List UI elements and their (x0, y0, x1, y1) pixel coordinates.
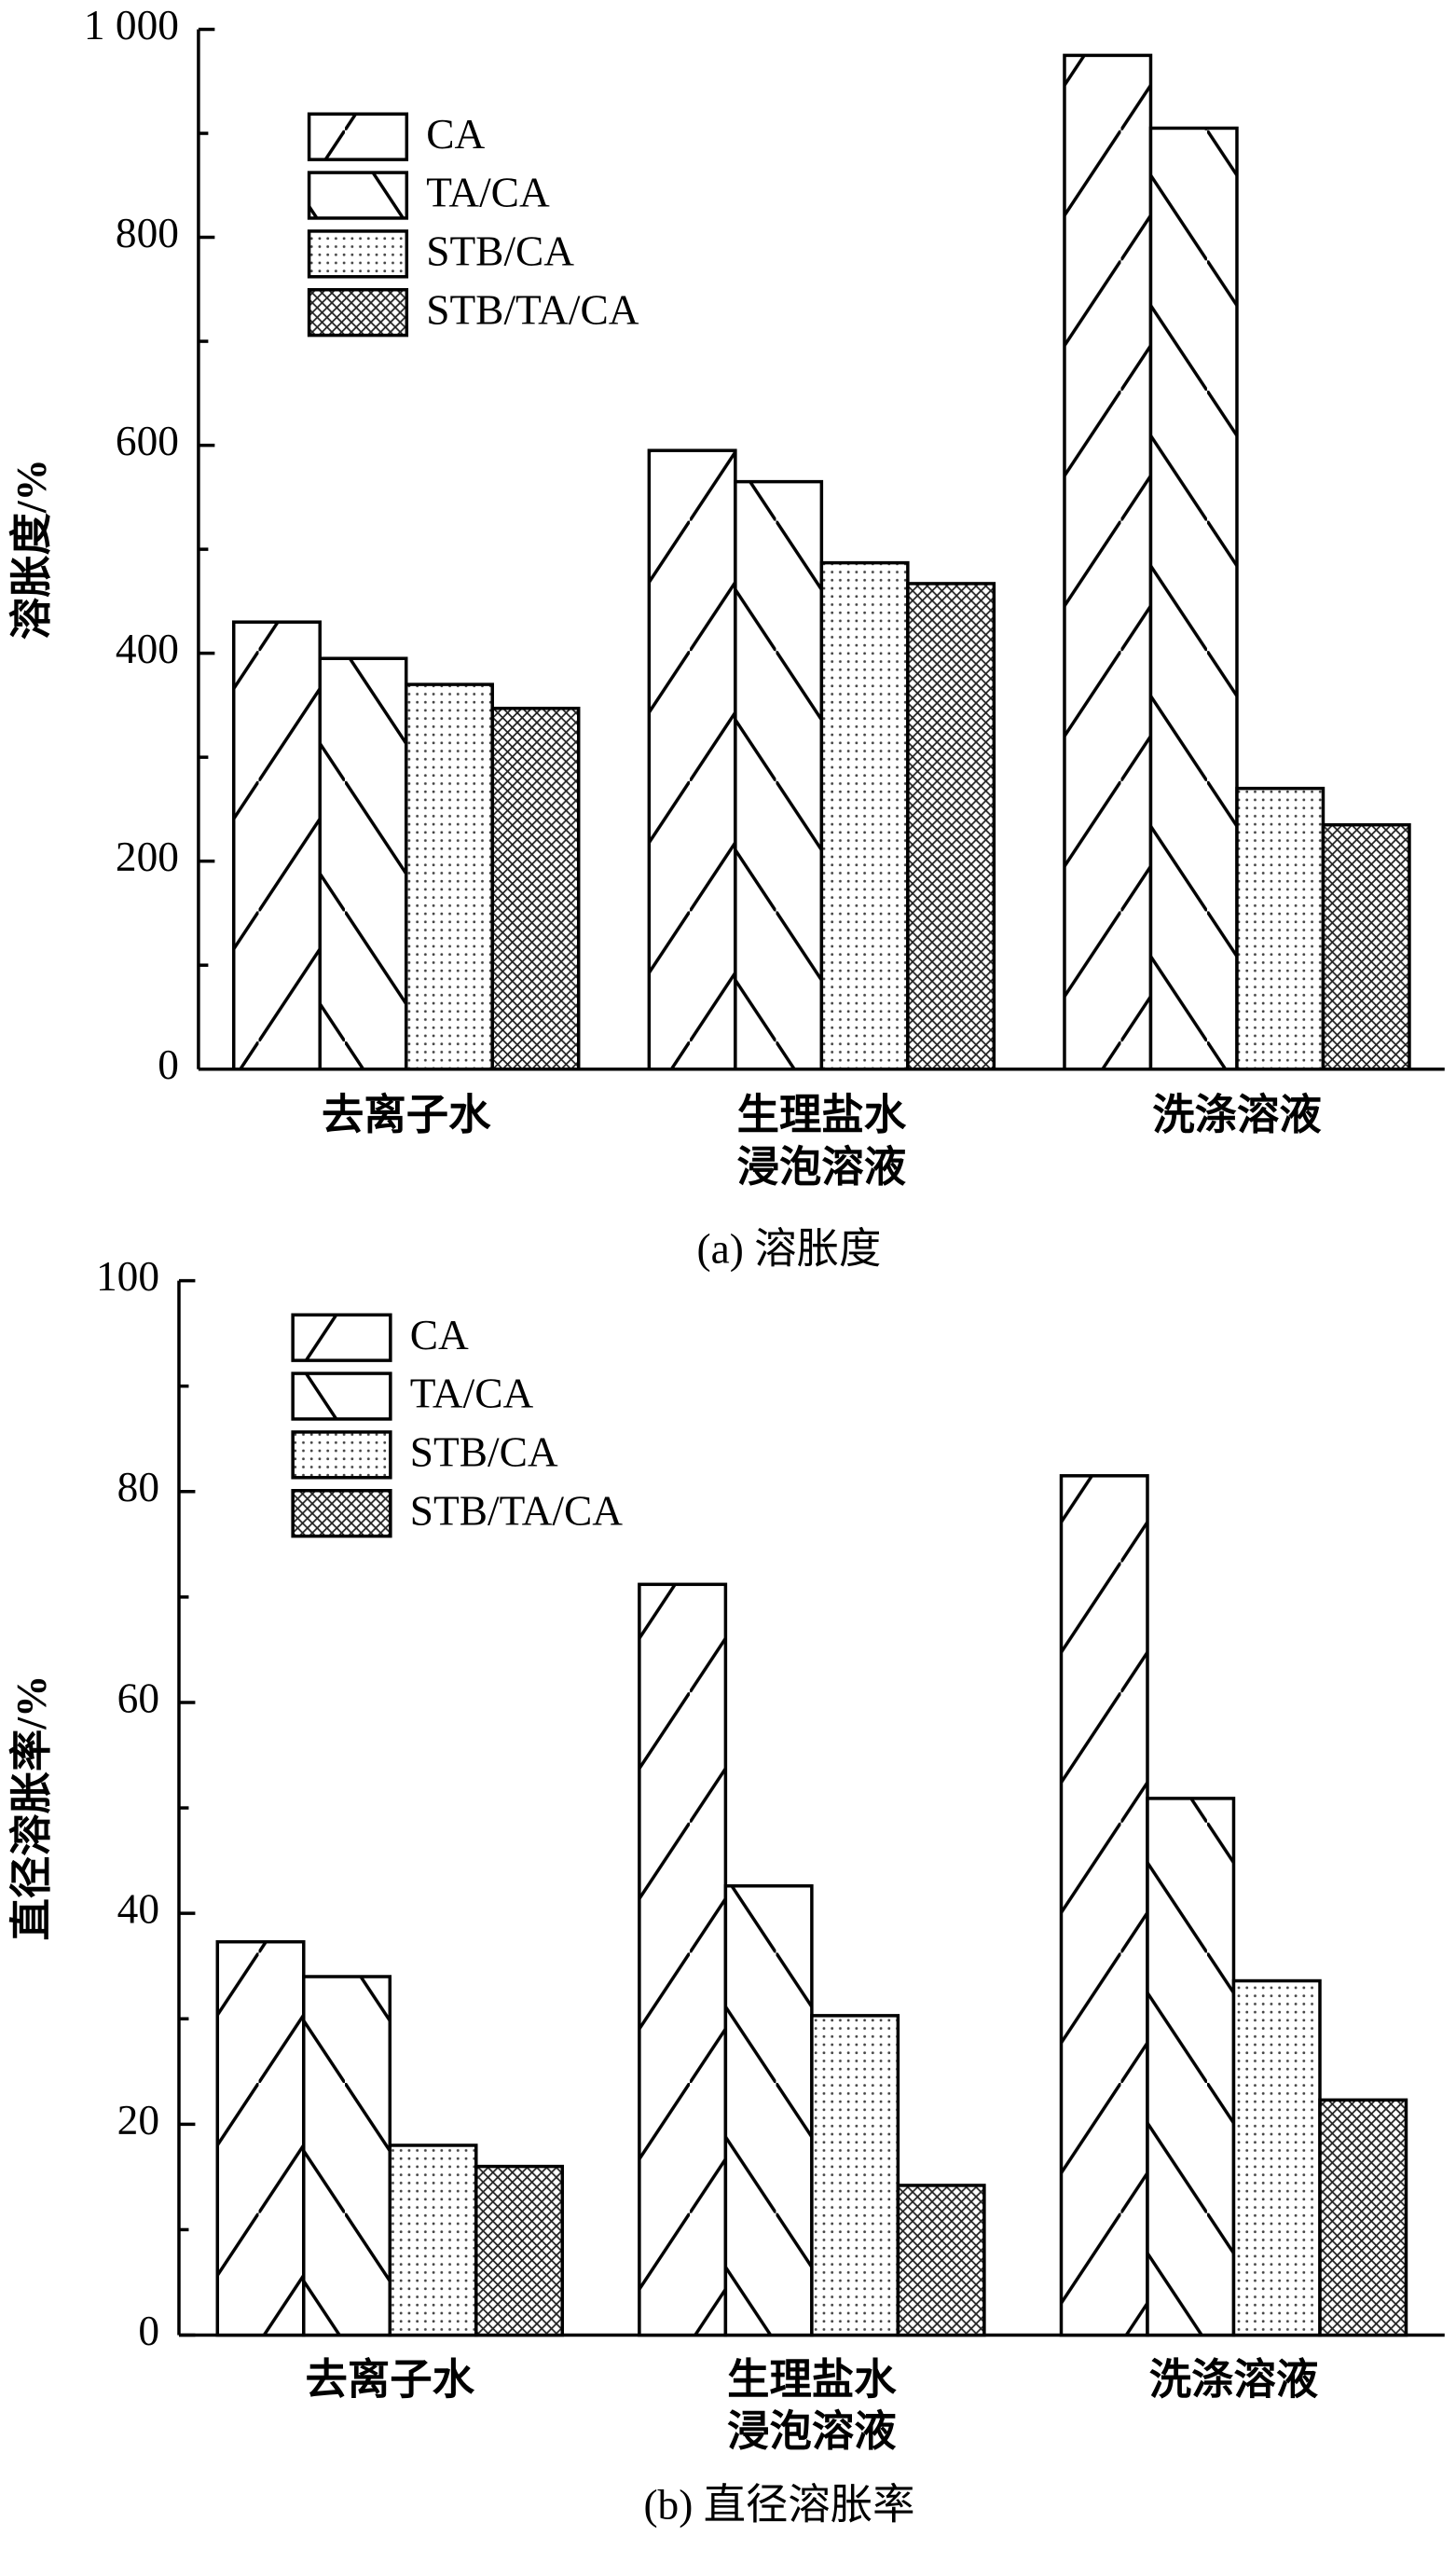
bar (1148, 126, 1239, 1071)
x-tick-label: 浸泡溶液 (727, 2408, 897, 2455)
legend-swatch (291, 1489, 392, 1538)
legend-label: STB/TA/CA (410, 1487, 623, 1534)
bar (734, 479, 824, 1071)
legend-label: STB/CA (410, 1429, 558, 1476)
bar (1059, 1474, 1149, 2337)
y-tick-label: 400 (116, 626, 179, 672)
bar (810, 2014, 900, 2337)
x-tick-label: 生理盐水 (727, 2356, 897, 2403)
x-tick-label: 浸泡溶液 (737, 1144, 907, 1191)
legend-swatch (307, 229, 409, 279)
y-tick-label: 1 000 (84, 2, 179, 48)
y-tick-label: 200 (116, 834, 179, 880)
legend-swatch (291, 1313, 392, 1362)
chart-title: (a) 溶胀度 (697, 1225, 882, 1272)
y-tick-label: 100 (96, 1253, 159, 1300)
y-tick-label: 20 (117, 2097, 159, 2143)
legend-swatch (307, 171, 409, 220)
bar (302, 1975, 392, 2337)
y-tick-label: 60 (117, 1675, 159, 1721)
bar (638, 1582, 728, 2337)
legend-label: STB/CA (426, 228, 574, 275)
bar (490, 707, 581, 1071)
y-tick-label: 800 (116, 210, 179, 256)
bar (1063, 53, 1153, 1071)
y-tick-label: 0 (158, 1041, 179, 1088)
bar (1321, 822, 1411, 1071)
bar (896, 2184, 986, 2337)
x-tick-label: 去离子水 (322, 1092, 491, 1138)
legend-label: TA/CA (426, 170, 550, 216)
bar (1318, 2098, 1408, 2337)
legend-label: TA/CA (410, 1371, 534, 1417)
bar (1231, 1978, 1322, 2337)
legend-swatch (291, 1430, 392, 1480)
legend-label: CA (426, 111, 485, 158)
x-tick-label: 洗涤溶液 (1152, 1092, 1322, 1138)
y-tick-label: 0 (138, 2308, 159, 2354)
x-tick-label: 洗涤溶液 (1149, 2356, 1319, 2403)
y-axis-label: 溶胀度/% (8, 459, 55, 640)
y-axis-label: 直径溶胀率/% (8, 1675, 55, 1941)
legend-label: STB/TA/CA (426, 286, 639, 333)
legend-swatch (307, 288, 409, 338)
bar (388, 2143, 478, 2337)
bar (906, 582, 996, 1071)
bar (215, 1939, 306, 2337)
y-tick-label: 40 (117, 1886, 159, 1933)
bar (1235, 786, 1326, 1071)
bar (647, 448, 737, 1071)
y-tick-label: 600 (116, 418, 179, 464)
bar (819, 560, 910, 1071)
bar (723, 1884, 814, 2337)
y-tick-label: 80 (117, 1464, 159, 1510)
x-tick-label: 生理盐水 (737, 1092, 907, 1138)
bar (474, 2164, 565, 2337)
x-tick-label: 去离子水 (306, 2356, 475, 2403)
chart-title: (b) 直径溶胀率 (643, 2482, 914, 2529)
bar (404, 682, 494, 1071)
legend-swatch (291, 1371, 392, 1421)
bar (1146, 1797, 1236, 2337)
bar (231, 620, 322, 1071)
legend-label: CA (410, 1312, 469, 1358)
legend-swatch (307, 112, 409, 161)
bar (318, 656, 408, 1071)
